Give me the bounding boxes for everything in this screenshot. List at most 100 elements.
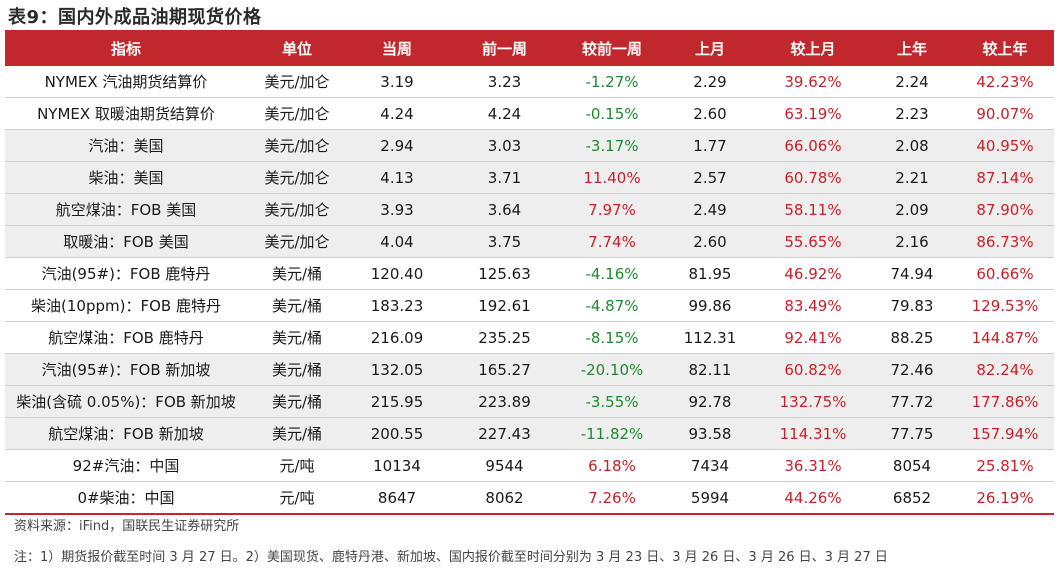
table-cell: 177.86%	[956, 385, 1054, 418]
table-cell: 25.81%	[956, 449, 1054, 482]
table-cell: 美元/桶	[247, 385, 347, 418]
table-cell: 美元/加仑	[247, 225, 347, 258]
table-cell: 美元/加仑	[247, 129, 347, 162]
table-cell: 87.90%	[956, 193, 1054, 226]
table-cell: 美元/桶	[247, 321, 347, 354]
table-row: 航空煤油：FOB 鹿特丹 美元/桶 216.09 235.25 -8.15% 112.31…	[5, 321, 1054, 354]
table-cell: 4.24	[347, 97, 447, 130]
source-note: 资料来源：iFind，国联民生证券研究所	[14, 519, 240, 534]
table-row: 航空煤油：FOB 新加坡 美元/桶 200.55 227.43 -11.82% 93.58…	[5, 417, 1054, 450]
table-cell: 83.49%	[758, 289, 868, 322]
footnote: 注：1）期货报价截至时间 3 月 27 日。2）美国现货、鹿特丹港、新加坡、国内…	[14, 550, 888, 565]
table-cell: 5994	[662, 481, 758, 515]
table-row: 航空煤油：FOB 美国 美元/加仑 3.93 3.64 7.97% 2.49 58.11% 2…	[5, 193, 1054, 226]
table-cell: 74.94	[868, 257, 956, 290]
table-cell: -3.17%	[562, 129, 662, 162]
table-cell: 11.40%	[562, 161, 662, 194]
table-cell: 8062	[447, 481, 562, 515]
table-cell: 4.13	[347, 161, 447, 194]
header-row: 指标 单位 当周 前一周 较前一周 上月 较上月 上年 较上年	[5, 30, 1054, 66]
table-cell: 7.26%	[562, 481, 662, 515]
table-row: 柴油(含硫 0.05%)：FOB 新加坡 美元/桶 215.95 223.89 -3.5…	[5, 385, 1054, 418]
table-cell: 216.09	[347, 321, 447, 354]
table-cell: 63.19%	[758, 97, 868, 130]
table-row: 汽油(95#)：FOB 新加坡 美元/桶 132.05 165.27 -20.10% 82…	[5, 353, 1054, 386]
header-this-week: 当周	[347, 30, 447, 66]
table-cell: 40.95%	[956, 129, 1054, 162]
table-cell: 60.66%	[956, 257, 1054, 290]
table-row: 柴油：美国 美元/加仑 4.13 3.71 11.40% 2.57 60.78% 2.21 87…	[5, 161, 1054, 194]
header-vs-last-year: 较上年	[956, 30, 1054, 66]
table-cell: 129.53%	[956, 289, 1054, 322]
table-cell: 92.41%	[758, 321, 868, 354]
table-cell: 3.93	[347, 193, 447, 226]
table-cell: 2.60	[662, 225, 758, 258]
table-cell: 2.94	[347, 129, 447, 162]
table-cell: 4.24	[447, 97, 562, 130]
header-prev-week: 前一周	[447, 30, 562, 66]
table-cell: 2.60	[662, 97, 758, 130]
table-cell: 4.04	[347, 225, 447, 258]
table-cell: 美元/桶	[247, 353, 347, 386]
table-cell: 79.83	[868, 289, 956, 322]
table-cell: 42.23%	[976, 72, 1034, 91]
table-cell: 112.31	[662, 321, 758, 354]
table-cell: 87.14%	[956, 161, 1054, 194]
table-cell: 美元/桶	[247, 257, 347, 290]
row-indicator-cell: 航空煤油：FOB 美国	[5, 193, 247, 226]
table-cell: 2.24	[895, 72, 929, 91]
table-cell: 200.55	[347, 417, 447, 450]
table-cell: 125.63	[447, 257, 562, 290]
row-indicator-cell: 柴油：美国	[5, 161, 247, 194]
table-cell: 46.92%	[758, 257, 868, 290]
table-row: 汽油(95#)：FOB 鹿特丹 美元/桶 120.40 125.63 -4.16% 81.…	[5, 257, 1054, 290]
table-cell: 2.29	[693, 72, 727, 91]
table-cell: 183.23	[347, 289, 447, 322]
table-row: 0#柴油：中国 元/吨 8647 8062 7.26% 5994 44.26% 6852 26.…	[5, 481, 1054, 515]
row-indicator-cell: 汽油：美国	[5, 129, 247, 162]
header-last-month: 上月	[662, 30, 758, 66]
table-cell: 82.24%	[956, 353, 1054, 386]
table-cell: 7.97%	[562, 193, 662, 226]
table-cell: 66.06%	[758, 129, 868, 162]
header-vs-prev-week: 较前一周	[562, 30, 662, 66]
row-indicator-cell: 航空煤油：FOB 鹿特丹	[5, 321, 247, 354]
table-cell: 美元/桶	[247, 289, 347, 322]
table-cell: 美元/加仑	[247, 193, 347, 226]
table-cell: 2.21	[868, 161, 956, 194]
table-cell: 36.31%	[758, 449, 868, 482]
table-cell: 114.31%	[758, 417, 868, 450]
header-last-year: 上年	[868, 30, 956, 66]
table-cell: 77.72	[868, 385, 956, 418]
table-cell: 86.73%	[956, 225, 1054, 258]
table-cell: 120.40	[347, 257, 447, 290]
table-body: NYMEX 汽油期货结算价 美元/加仑 3.19 3.23 -1.27% 2.29 39.6…	[5, 66, 1054, 515]
table-cell: 55.65%	[758, 225, 868, 258]
table-cell: -20.10%	[562, 353, 662, 386]
table-cell: 2.09	[868, 193, 956, 226]
row-indicator-cell: 柴油(含硫 0.05%)：FOB 新加坡	[5, 385, 247, 418]
table-cell: 美元/加仑	[247, 97, 347, 130]
table-cell: -0.15%	[562, 97, 662, 130]
table-cell: 81.95	[662, 257, 758, 290]
table-cell: 88.25	[868, 321, 956, 354]
table-cell: 10134	[347, 449, 447, 482]
table-row: NYMEX 汽油期货结算价 美元/加仑 3.19 3.23 -1.27% 2.29 39.6…	[5, 66, 1054, 98]
header-indicator: 指标	[5, 30, 247, 66]
table-row: NYMEX 取暖油期货结算价 美元/加仑 4.24 4.24 -0.15% 2.60 63.…	[5, 97, 1054, 130]
table-cell: 3.19	[380, 72, 414, 91]
table-cell: 2.16	[868, 225, 956, 258]
table-cell: 44.26%	[758, 481, 868, 515]
table-cell: 93.58	[662, 417, 758, 450]
table-cell: 60.82%	[758, 353, 868, 386]
table-cell: 60.78%	[758, 161, 868, 194]
table-cell: 192.61	[447, 289, 562, 322]
table-cell: 3.64	[447, 193, 562, 226]
table-cell: 77.75	[868, 417, 956, 450]
table-row: 柴油(10ppm)：FOB 鹿特丹 美元/桶 183.23 192.61 -4.87% 9…	[5, 289, 1054, 322]
header-unit: 单位	[247, 30, 347, 66]
table-cell: 7.74%	[562, 225, 662, 258]
row-indicator-cell: 0#柴油：中国	[5, 481, 247, 515]
table-cell: 6.18%	[562, 449, 662, 482]
table-cell: 3.23	[487, 72, 522, 91]
